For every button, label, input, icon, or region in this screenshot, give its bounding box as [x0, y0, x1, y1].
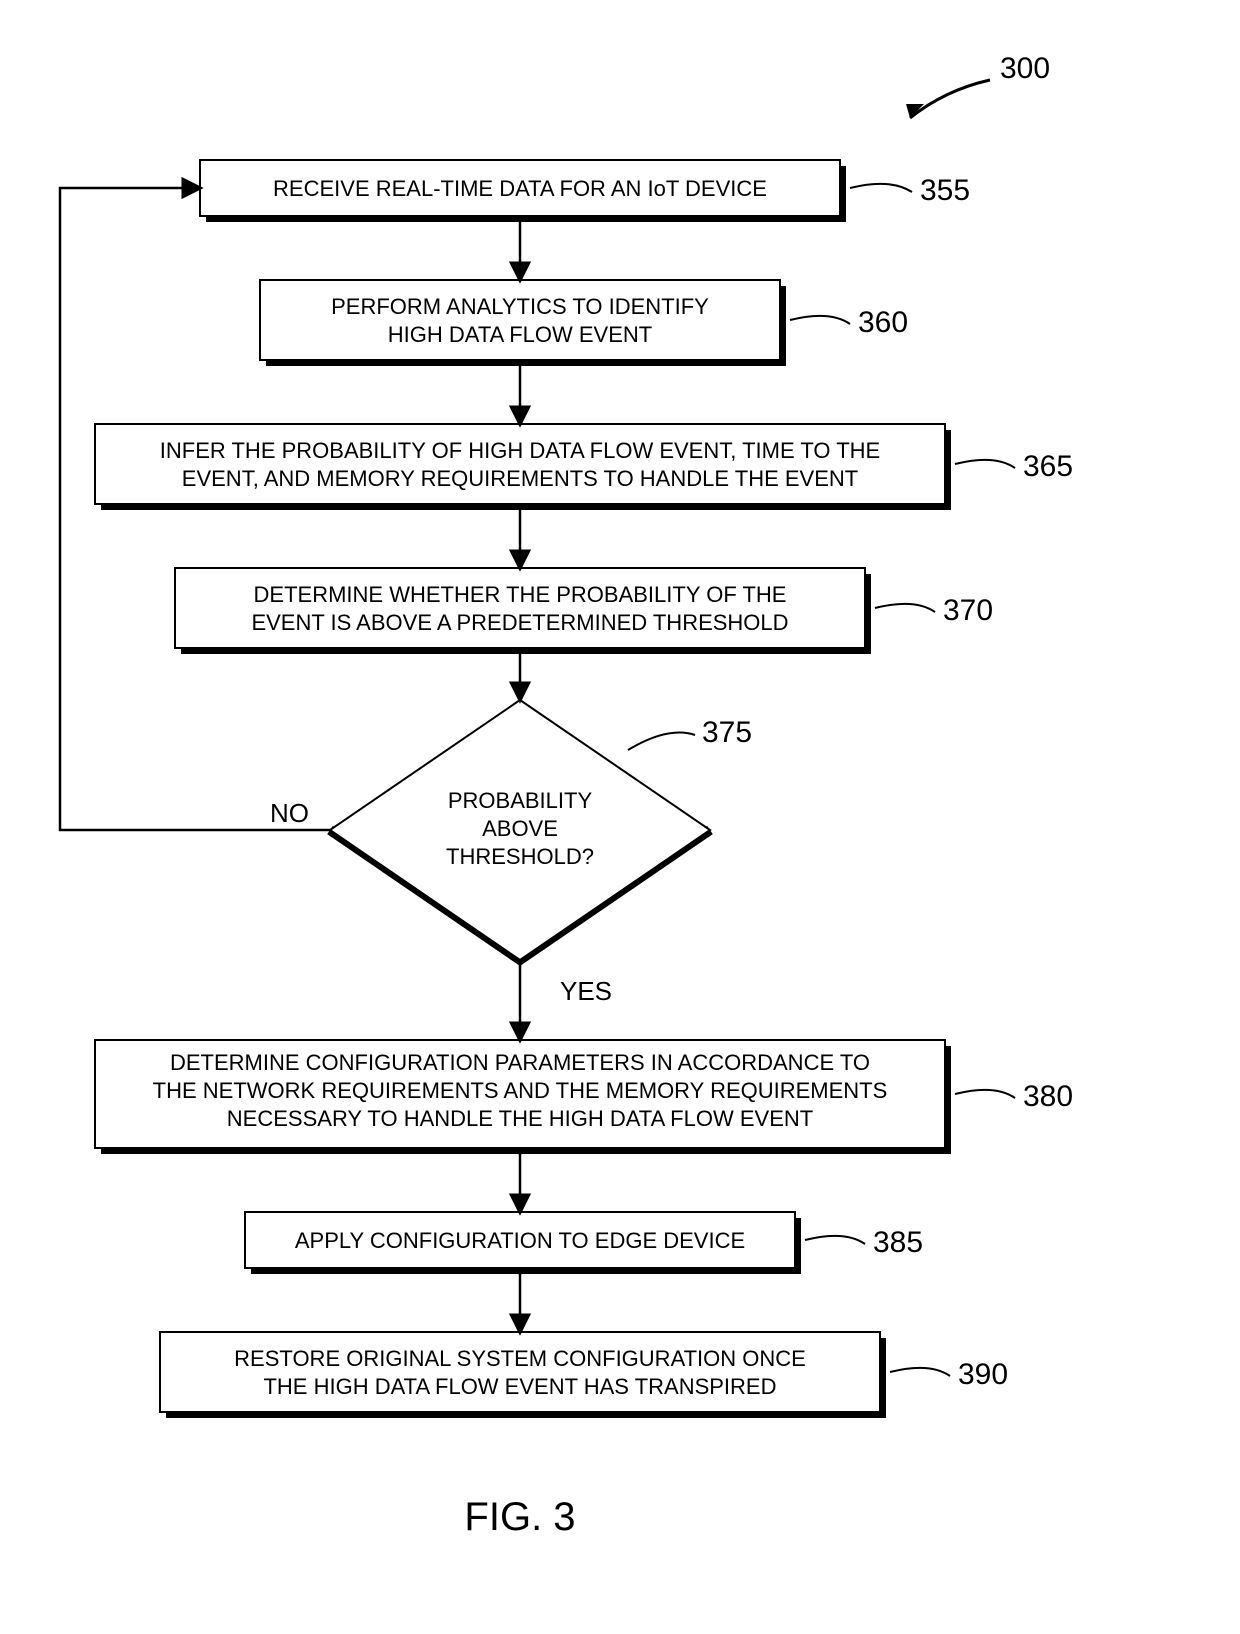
node-370: DETERMINE WHETHER THE PROBABILITY OF THE…: [175, 568, 993, 654]
ref-label-385: 385: [873, 1226, 923, 1259]
svg-text:RESTORE ORIGINAL SYSTEM CONFIG: RESTORE ORIGINAL SYSTEM CONFIGURATION ON…: [234, 1346, 806, 1371]
svg-text:THE NETWORK REQUIREMENTS AND T: THE NETWORK REQUIREMENTS AND THE MEMORY …: [153, 1078, 888, 1103]
ref-label-355: 355: [920, 174, 970, 207]
figure-caption: FIG. 3: [464, 1495, 575, 1539]
node-390: RESTORE ORIGINAL SYSTEM CONFIGURATION ON…: [160, 1332, 1008, 1418]
node-385: APPLY CONFIGURATION TO EDGE DEVICE 385: [245, 1212, 923, 1274]
svg-text:EVENT IS ABOVE A PREDETERMINED: EVENT IS ABOVE A PREDETERMINED THRESHOLD: [251, 610, 788, 635]
ref-label-375: 375: [702, 716, 752, 749]
svg-text:PERFORM ANALYTICS TO IDENTIFY: PERFORM ANALYTICS TO IDENTIFY: [331, 294, 709, 319]
node-355: RECEIVE REAL-TIME DATA FOR AN IoT DEVICE…: [200, 160, 970, 222]
ref-label-360: 360: [858, 306, 908, 339]
node-365: INFER THE PROBABILITY OF HIGH DATA FLOW …: [95, 424, 1073, 510]
svg-text:RECEIVE REAL-TIME DATA FOR AN: RECEIVE REAL-TIME DATA FOR AN IoT DEVICE: [273, 176, 767, 201]
node-360: PERFORM ANALYTICS TO IDENTIFY HIGH DATA …: [260, 280, 908, 366]
node-375: PROBABILITY ABOVE THRESHOLD? 375: [330, 700, 752, 960]
edge-label-no: NO: [270, 798, 309, 828]
svg-text:NECESSARY TO HANDLE THE HIGH D: NECESSARY TO HANDLE THE HIGH DATA FLOW E…: [227, 1106, 813, 1131]
svg-text:DETERMINE CONFIGURATION PARAME: DETERMINE CONFIGURATION PARAMETERS IN AC…: [170, 1050, 870, 1075]
flowchart: 300 RECEIVE REAL-TIME DATA FOR AN IoT DE…: [0, 0, 1240, 1634]
svg-text:ABOVE: ABOVE: [482, 816, 558, 841]
figure-number-label: 300: [1000, 52, 1050, 85]
svg-text:INFER THE PROBABILITY OF HIGH: INFER THE PROBABILITY OF HIGH DATA FLOW …: [160, 438, 880, 463]
ref-label-370: 370: [943, 594, 993, 627]
svg-text:APPLY CONFIGURATION TO EDGE DE: APPLY CONFIGURATION TO EDGE DEVICE: [295, 1228, 745, 1253]
ref-label-390: 390: [958, 1358, 1008, 1391]
ref-label-365: 365: [1023, 450, 1073, 483]
edge-label-yes: YES: [560, 976, 612, 1006]
svg-text:HIGH DATA FLOW EVENT: HIGH DATA FLOW EVENT: [388, 322, 652, 347]
svg-text:DETERMINE WHETHER THE PROBABIL: DETERMINE WHETHER THE PROBABILITY OF THE: [254, 582, 787, 607]
svg-text:THE HIGH DATA FLOW EVENT HAS T: THE HIGH DATA FLOW EVENT HAS TRANSPIRED: [263, 1374, 776, 1399]
svg-text:PROBABILITY: PROBABILITY: [448, 788, 593, 813]
svg-text:THRESHOLD?: THRESHOLD?: [446, 844, 594, 869]
svg-text:EVENT, AND MEMORY REQUIREMENTS: EVENT, AND MEMORY REQUIREMENTS TO HANDLE…: [182, 466, 858, 491]
figure-number: 300: [906, 52, 1050, 118]
node-380: DETERMINE CONFIGURATION PARAMETERS IN AC…: [95, 1040, 1073, 1154]
ref-label-380: 380: [1023, 1080, 1073, 1113]
